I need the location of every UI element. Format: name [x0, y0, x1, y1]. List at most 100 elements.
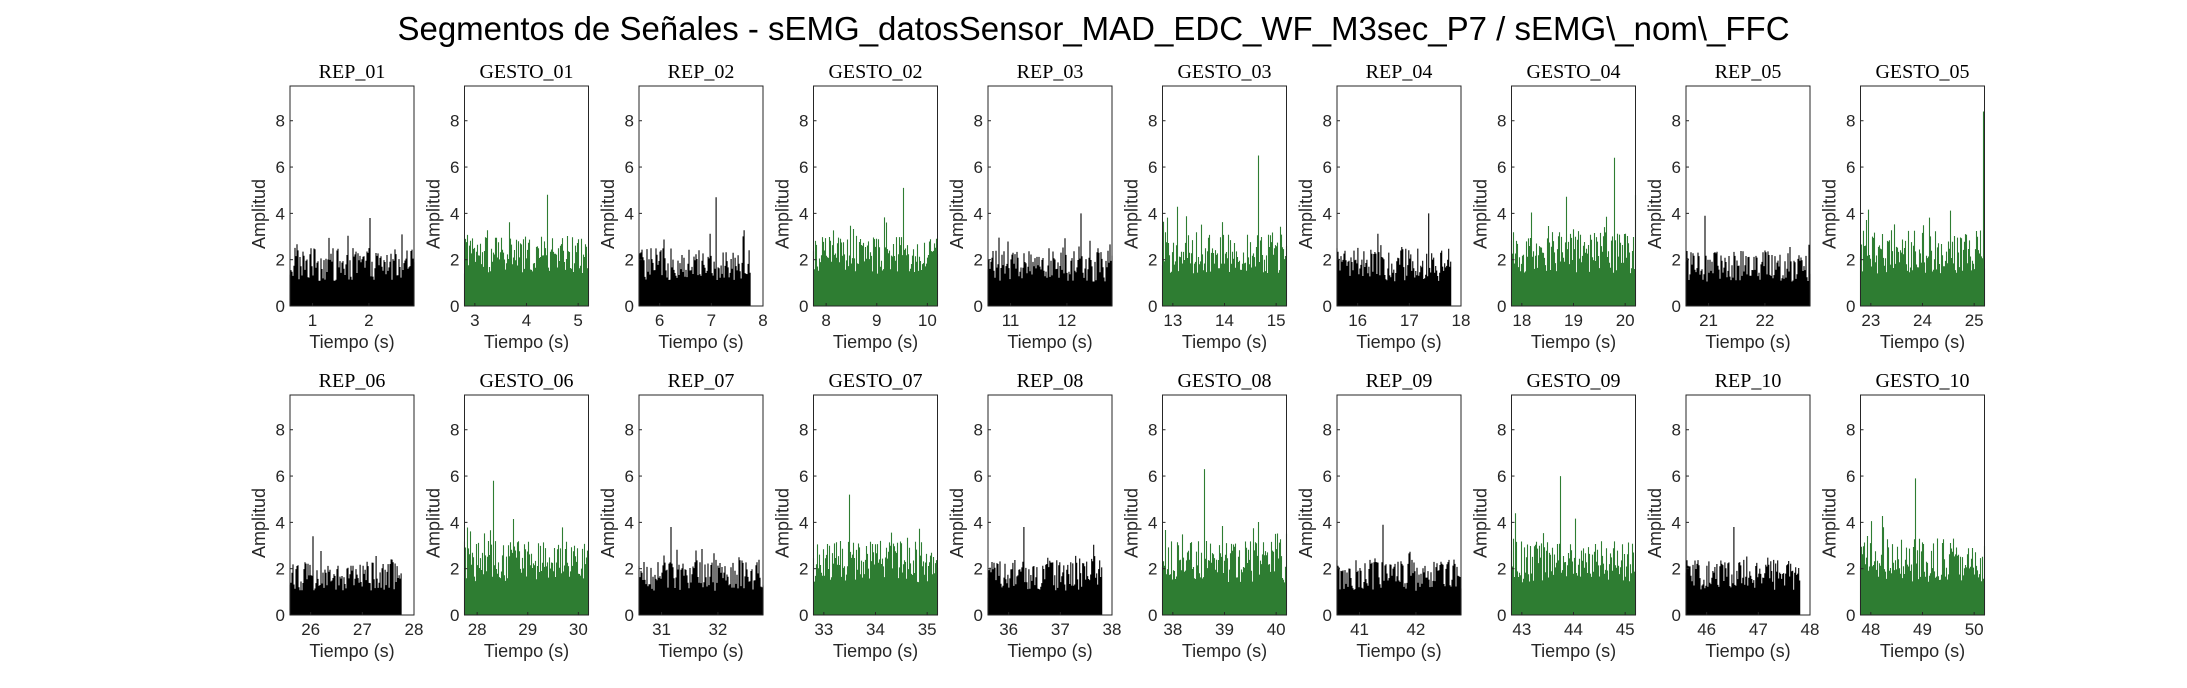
x-tick-label: 29: [518, 620, 537, 639]
y-tick-label: 8: [1672, 112, 1681, 131]
y-tick-label: 2: [450, 560, 459, 579]
x-tick-label: 48: [1861, 620, 1880, 639]
y-tick-label: 6: [1672, 467, 1681, 486]
axes-frame: [987, 85, 1113, 307]
subplot-title: REP_02: [668, 61, 735, 83]
y-tick-label: 2: [276, 560, 285, 579]
y-tick-label: 8: [799, 421, 808, 440]
y-axis-label: Amplitud: [598, 488, 618, 558]
x-tick-label: 17: [1400, 311, 1419, 330]
y-axis-label: Amplitud: [249, 488, 269, 558]
y-axis-label: Amplitud: [424, 179, 444, 249]
y-axis-label: Amplitud: [1645, 488, 1665, 558]
y-tick-label: 0: [1672, 606, 1681, 625]
y-tick-label: 4: [625, 204, 634, 223]
x-tick-label: 4: [522, 311, 531, 330]
x-tick-label: 2: [364, 311, 373, 330]
y-tick-label: 8: [974, 421, 983, 440]
x-tick-label: 26: [301, 620, 320, 639]
y-tick-label: 6: [450, 158, 459, 177]
subplot-gesto_04: 0 2 4 6 8 18 19 20 GESTO_04 Tiempo (s) Amplitud: [1471, 61, 1637, 352]
x-axis-label: Tiempo (s): [658, 332, 743, 352]
subplot-title: GESTO_10: [1875, 370, 1969, 392]
y-tick-label: 8: [1846, 421, 1855, 440]
axes-frame: [813, 85, 938, 307]
x-tick-label: 38: [1163, 620, 1182, 639]
x-axis-label: Tiempo (s): [484, 641, 569, 661]
x-tick-label: 42: [1406, 620, 1425, 639]
subplot-title: REP_01: [319, 61, 386, 83]
x-tick-label: 41: [1350, 620, 1369, 639]
y-tick-label: 4: [1148, 513, 1157, 532]
y-tick-label: 0: [799, 297, 808, 316]
y-tick-label: 8: [1497, 421, 1506, 440]
subplot-title: REP_08: [1017, 370, 1084, 392]
y-tick-label: 4: [1323, 204, 1332, 223]
x-axis-label: Tiempo (s): [833, 332, 918, 352]
y-tick-label: 6: [276, 158, 285, 177]
y-tick-label: 6: [1497, 158, 1506, 177]
y-tick-label: 0: [1323, 606, 1332, 625]
y-tick-label: 4: [974, 513, 983, 532]
x-tick-label: 39: [1215, 620, 1234, 639]
y-tick-label: 8: [450, 112, 459, 131]
y-tick-label: 2: [1148, 251, 1157, 270]
axes-frame: [1336, 394, 1462, 616]
y-tick-label: 0: [276, 297, 285, 316]
x-axis-label: Tiempo (s): [309, 641, 394, 661]
signal-body: [988, 595, 1102, 615]
x-tick-label: 24: [1913, 311, 1932, 330]
y-tick-label: 6: [1497, 467, 1506, 486]
x-tick-label: 21: [1699, 311, 1718, 330]
y-tick-label: 6: [974, 467, 983, 486]
x-tick-label: 35: [918, 620, 937, 639]
y-tick-label: 4: [974, 204, 983, 223]
x-axis-label: Tiempo (s): [1705, 332, 1790, 352]
subplot-title: REP_03: [1017, 61, 1084, 83]
subplot-gesto_08: 0 2 4 6 8 38 39 40 GESTO_08 Tiempo (s) Amplitud: [1122, 370, 1288, 661]
subplot-title: GESTO_02: [828, 61, 922, 83]
subplot-rep_03: 0 2 4 6 8 11 12 REP_03 Tiempo (s) Amplitud: [947, 61, 1113, 352]
x-tick-label: 19: [1564, 311, 1583, 330]
y-tick-label: 8: [974, 112, 983, 131]
y-tick-label: 4: [1846, 204, 1855, 223]
subplot-title: REP_10: [1715, 370, 1782, 392]
x-tick-label: 37: [1051, 620, 1070, 639]
x-tick-label: 3: [470, 311, 479, 330]
x-axis-label: Tiempo (s): [1356, 641, 1441, 661]
x-tick-label: 48: [1801, 620, 1820, 639]
subplot-title: GESTO_06: [479, 370, 573, 392]
y-tick-label: 2: [1323, 251, 1332, 270]
subplot-gesto_10: 0 2 4 6 8 48 49 50 GESTO_10 Tiempo (s) Amplitud: [1820, 370, 1986, 661]
y-axis-label: Amplitud: [1296, 488, 1316, 558]
subplot-rep_06: 0 2 4 6 8 26 27 28 REP_06 Tiempo (s) Amplitud: [249, 370, 423, 661]
x-axis-label: Tiempo (s): [1356, 332, 1441, 352]
signal-body: [1860, 280, 1985, 306]
x-tick-label: 11: [1002, 311, 1020, 330]
y-axis-label: Amplitud: [1296, 179, 1316, 249]
x-tick-label: 7: [707, 311, 716, 330]
subplot-gesto_01: 0 2 4 6 8 3 4 5 GESTO_01 Tiempo (s) Amplitud: [424, 61, 590, 352]
x-tick-label: 12: [1057, 311, 1076, 330]
y-tick-label: 0: [799, 606, 808, 625]
subplot-rep_08: 0 2 4 6 8 36 37 38 REP_08 Tiempo (s) Amplitud: [947, 370, 1121, 661]
signal-body: [1162, 589, 1287, 615]
x-axis-label: Tiempo (s): [1531, 641, 1616, 661]
y-tick-label: 6: [1672, 158, 1681, 177]
axes-frame: [1336, 85, 1462, 307]
y-tick-label: 0: [1323, 297, 1332, 316]
y-tick-label: 2: [799, 251, 808, 270]
y-tick-label: 8: [276, 421, 285, 440]
x-tick-label: 47: [1749, 620, 1768, 639]
y-axis-label: Amplitud: [424, 488, 444, 558]
signal-body: [464, 280, 589, 306]
subplot-title: REP_05: [1715, 61, 1782, 83]
figure-title: Segmentos de Señales - sEMG_datosSensor_…: [397, 10, 1790, 47]
y-tick-label: 8: [276, 112, 285, 131]
signal-body: [813, 280, 938, 306]
y-tick-label: 2: [1846, 560, 1855, 579]
x-tick-label: 18: [1452, 311, 1471, 330]
subplot-title: GESTO_05: [1875, 61, 1969, 83]
y-tick-label: 0: [625, 297, 634, 316]
